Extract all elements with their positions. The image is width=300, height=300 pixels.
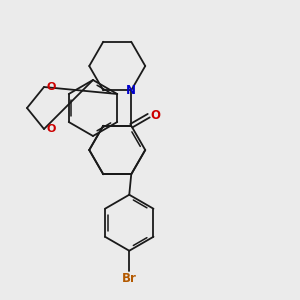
- Text: Br: Br: [122, 272, 137, 285]
- Text: N: N: [126, 84, 136, 97]
- Text: O: O: [46, 82, 56, 92]
- Text: O: O: [151, 109, 161, 122]
- Text: O: O: [46, 124, 56, 134]
